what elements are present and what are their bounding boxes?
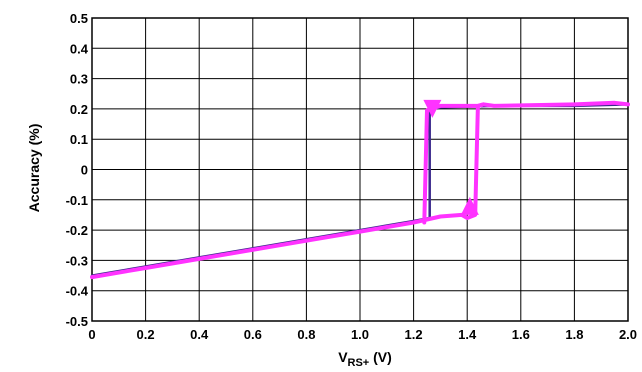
y-tick-labels: 0.5 0.4 0.3 0.2 0.1 0 -0.1 -0.2 -0.3 -0.4 -0.5 [66, 11, 89, 329]
x-tick-label: 0.4 [190, 327, 209, 342]
x-tick-label: 0.6 [244, 327, 262, 342]
x-tick-label: 2.0 [619, 327, 637, 342]
arrow-down-icon [423, 99, 442, 118]
x-tick-label: 1.6 [512, 327, 530, 342]
x-axis-label-subscript: RS+ [348, 357, 370, 369]
arrow-up-icon [460, 196, 479, 215]
y-tick-label: 0.4 [70, 41, 89, 56]
y-tick-label: 0.3 [70, 72, 88, 87]
y-axis-label: Accuracy (%) [26, 124, 42, 213]
x-tick-labels: 0 0.2 0.4 0.6 0.8 1.0 1.2 1.4 1.6 1.8 2.0 [88, 327, 637, 342]
y-tick-label: -0.1 [66, 193, 88, 208]
x-axis-label-suffix: (V) [369, 349, 392, 365]
y-tick-label: 0.1 [70, 132, 88, 147]
y-tick-label: -0.2 [66, 223, 88, 238]
x-tick-label: 1.4 [458, 327, 477, 342]
y-tick-label: -0.5 [66, 314, 88, 329]
grid [91, 17, 629, 322]
y-tick-label: 0 [81, 163, 88, 178]
y-tick-label: -0.3 [66, 253, 88, 268]
y-tick-label: 0.2 [70, 102, 88, 117]
series-line-2 [90, 100, 630, 280]
x-axis-label: VRS+ (V) [338, 349, 392, 369]
x-tick-label: 0.8 [297, 327, 315, 342]
x-tick-label: 1.2 [405, 327, 423, 342]
x-tick-label: 1.0 [351, 327, 369, 342]
x-tick-label: 0.2 [137, 327, 155, 342]
x-tick-label: 0 [88, 327, 95, 342]
y-tick-label: -0.4 [66, 284, 89, 299]
arrows-group [423, 99, 479, 215]
y-tick-label: 0.5 [70, 11, 88, 26]
x-tick-label: 1.8 [565, 327, 583, 342]
plot-frame [91, 17, 629, 322]
